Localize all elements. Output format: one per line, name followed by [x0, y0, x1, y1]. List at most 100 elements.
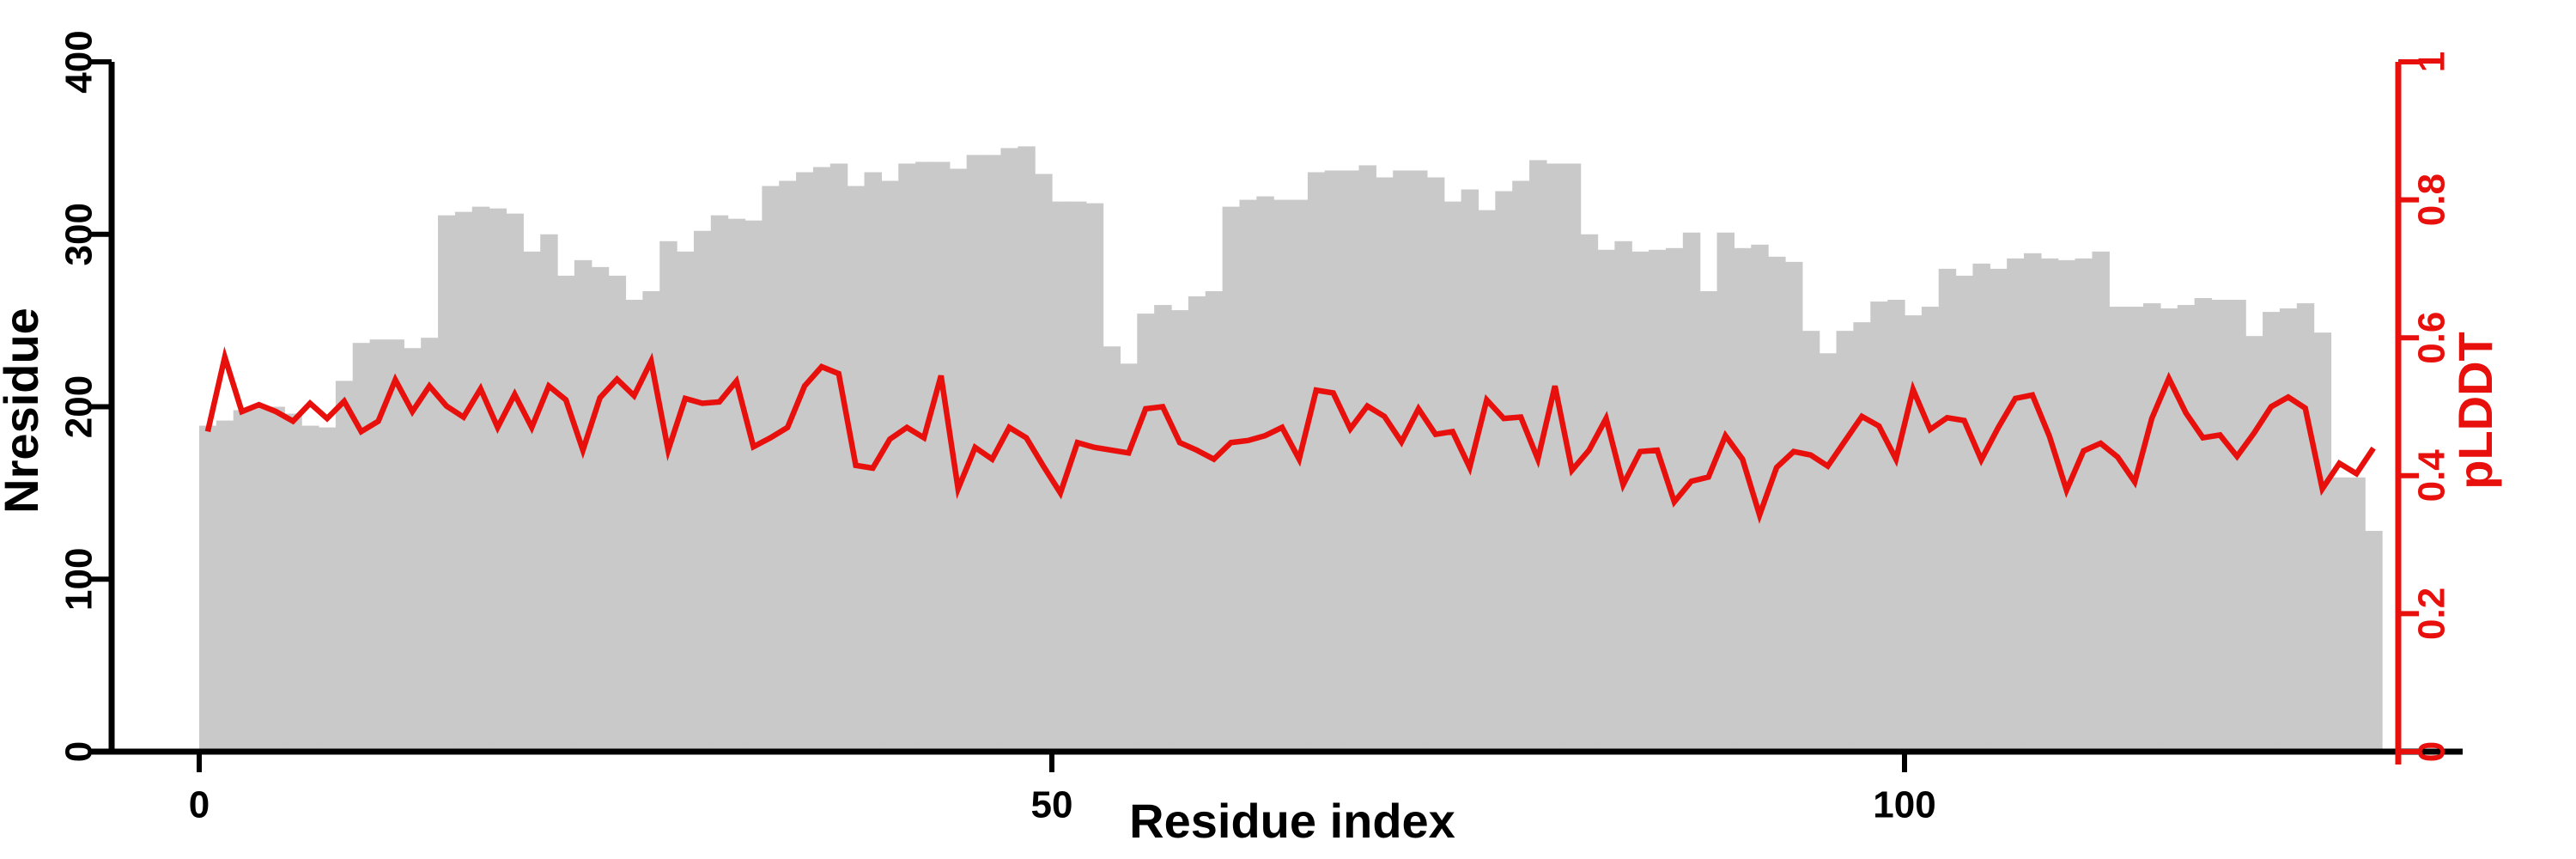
bar	[1222, 206, 1241, 754]
bar	[557, 275, 575, 754]
x-axis-title: Residue index	[1129, 794, 1455, 848]
bar	[1870, 302, 1888, 754]
bar	[574, 259, 592, 754]
bar	[506, 213, 524, 754]
bar	[335, 381, 354, 754]
bar	[1649, 249, 1667, 754]
bar	[1921, 307, 1940, 754]
bar	[1291, 199, 1309, 755]
bar	[847, 186, 866, 755]
plddt-line	[204, 346, 2376, 524]
bar	[267, 406, 285, 754]
bar	[2245, 336, 2263, 754]
bar	[829, 163, 848, 754]
left-tick-label: 100	[58, 548, 100, 611]
bar	[2040, 258, 2059, 754]
x-tick-label: 0	[189, 784, 210, 826]
bar	[2092, 251, 2110, 755]
bar	[1972, 263, 1990, 754]
bar	[454, 211, 473, 754]
bar	[1990, 268, 2008, 754]
bar	[1307, 172, 1326, 755]
bottom-axis: 0 50 100 Residue index	[91, 748, 2463, 848]
left-axis-title: Nresidue	[0, 308, 48, 514]
bar	[659, 241, 677, 754]
right-tick-label: 1	[2411, 52, 2453, 72]
bar	[898, 163, 916, 754]
bar	[1905, 315, 1923, 754]
bar	[1085, 203, 1104, 754]
right-axis-ticks: 0 0.2 0.4 0.6 0.8 1	[2398, 52, 2453, 762]
bar	[2228, 300, 2246, 754]
bar	[1239, 199, 1257, 755]
bar	[1000, 148, 1018, 755]
bar	[1205, 291, 1224, 754]
bar	[233, 410, 252, 754]
bar	[2263, 312, 2281, 755]
bottom-axis-ticks: 0 50 100	[189, 752, 1936, 826]
bar	[1751, 244, 1769, 754]
bar	[1887, 300, 1905, 754]
bar	[1819, 353, 1838, 754]
bar	[1580, 234, 1599, 754]
bar	[796, 172, 814, 755]
right-axis-title: pLDDT	[2448, 332, 2502, 490]
bar	[727, 218, 746, 754]
bar	[915, 161, 933, 754]
bar	[1120, 363, 1138, 754]
bar	[199, 425, 217, 754]
bar	[216, 420, 234, 754]
bar	[1018, 146, 1036, 754]
x-tick-label: 50	[1031, 784, 1073, 826]
bar	[1273, 199, 1291, 755]
bar	[1256, 196, 1274, 755]
bar	[369, 339, 388, 754]
bar	[1853, 322, 1871, 754]
bar	[966, 155, 985, 754]
bar	[2177, 305, 2196, 754]
right-axis: 0 0.2 0.4 0.6 0.8 1 pLDDT	[2395, 52, 2502, 765]
bar	[2007, 258, 2025, 754]
right-tick-label: 0.2	[2411, 588, 2453, 640]
bar	[1341, 170, 1360, 755]
bar	[1734, 247, 1752, 754]
bar	[949, 168, 968, 755]
right-tick-label: 0.8	[2411, 174, 2453, 226]
left-tick-label: 400	[58, 30, 100, 93]
bar	[523, 251, 541, 755]
bar	[1836, 331, 1855, 754]
bar	[1955, 275, 1974, 754]
bar	[2143, 303, 2161, 754]
bar	[2348, 477, 2366, 754]
bar	[710, 215, 729, 755]
bar	[489, 208, 507, 754]
bar	[1443, 201, 1462, 755]
bar	[1358, 165, 1376, 754]
bar	[301, 425, 319, 754]
bar	[1597, 249, 1615, 754]
bar	[881, 180, 899, 754]
bar	[2313, 332, 2332, 754]
bar	[284, 413, 302, 754]
bar	[471, 206, 490, 754]
bar	[625, 300, 643, 754]
bar	[1784, 261, 1803, 754]
bar	[2296, 303, 2315, 754]
bar	[642, 291, 660, 754]
bar	[779, 180, 797, 754]
bar	[2194, 298, 2213, 754]
bar	[2126, 307, 2144, 754]
bar	[608, 275, 627, 754]
bar	[1137, 314, 1155, 755]
bar	[1631, 251, 1649, 755]
bar	[1410, 170, 1428, 755]
bar	[1699, 291, 1718, 754]
bar	[1376, 177, 1394, 754]
bar	[932, 161, 951, 754]
bar	[2330, 477, 2348, 754]
nresidue-bars	[199, 146, 2383, 755]
right-tick-label: 0.6	[2411, 312, 2453, 364]
